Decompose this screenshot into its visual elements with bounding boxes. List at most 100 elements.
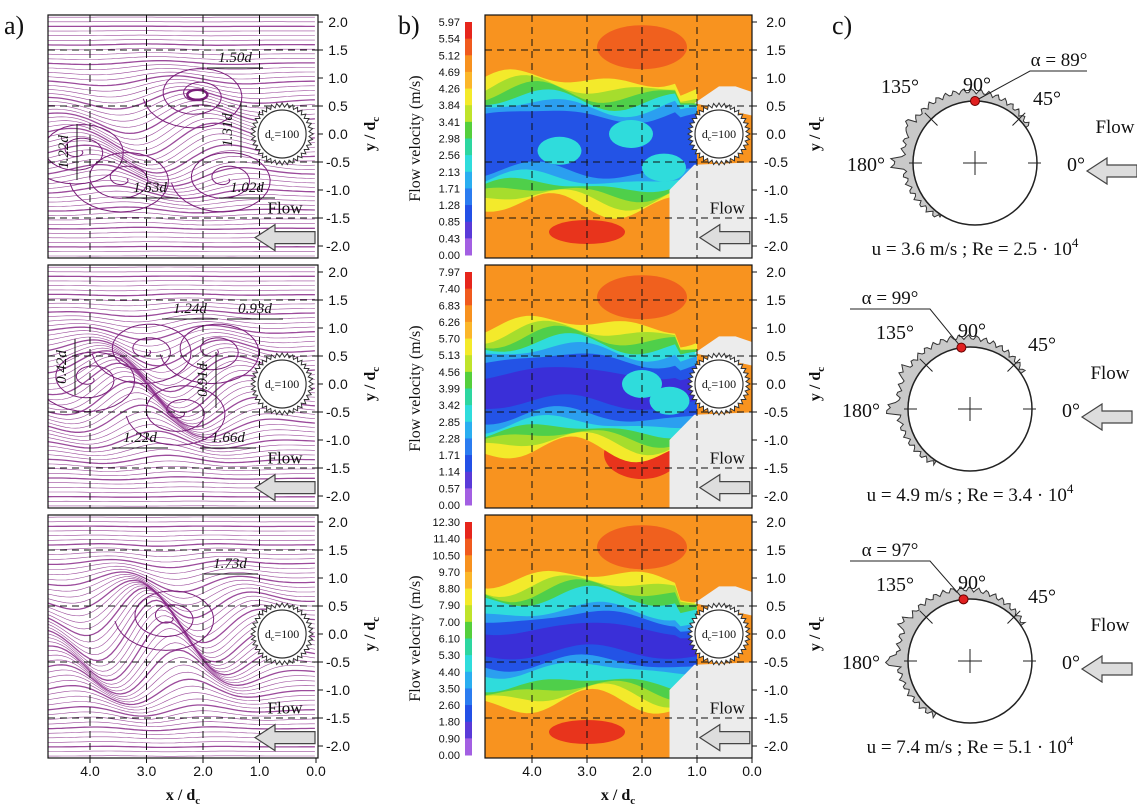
- y-tick-label: 0.5: [766, 98, 786, 114]
- colorbar-tick-label: 3.50: [439, 683, 460, 695]
- x-tick-label: 1.0: [687, 763, 707, 779]
- colorbar-tick-label: 3.42: [439, 400, 460, 412]
- colorbar-segment: [465, 205, 472, 222]
- angle-label: 0°: [1062, 400, 1080, 422]
- colorbar-tick-label: 11.40: [433, 534, 460, 546]
- x-axis-label-sub: c: [195, 795, 200, 806]
- y-tick-label: -1.0: [326, 182, 350, 198]
- colorbar-tick-label: 4.69: [439, 67, 460, 79]
- stagnation-point: [959, 595, 968, 604]
- colorbar-tick-label: 0.57: [439, 483, 460, 495]
- y-tick-label: -0.5: [764, 654, 788, 670]
- y-axis-label-sub: c: [370, 117, 382, 122]
- colorbar-tick-label: 9.70: [439, 567, 460, 579]
- colorbar-segment: [465, 555, 472, 572]
- colorbar-segment: [465, 155, 472, 172]
- colorbar-segment: [465, 472, 472, 489]
- caption-exponent: 4: [1067, 733, 1074, 748]
- colorbar-segment: [465, 589, 472, 606]
- colorbar-tick-label: 1.71: [439, 183, 460, 195]
- dimension-label: 1.53d: [133, 180, 167, 196]
- alpha-label: α = 89°: [1031, 50, 1088, 71]
- contour-plot: dc=100Flow2.01.51.00.50.0-0.5-1.0-1.5-2.…: [407, 264, 788, 513]
- colorbar-segment: [465, 688, 472, 705]
- contour-blob: [642, 154, 686, 182]
- x-axis-label-main: x / d: [166, 787, 195, 804]
- y-axis-label: y / dc: [807, 117, 827, 151]
- y-tick-label: 0.0: [766, 626, 786, 642]
- flow-label: Flow: [1095, 117, 1134, 138]
- colorbar-tick-label: 3.41: [439, 117, 460, 129]
- colorbar-tick-label: 0.00: [439, 500, 460, 512]
- y-tick-label: -1.5: [326, 710, 350, 726]
- colorbar-segment: [465, 488, 472, 505]
- y-tick-label: 1.0: [766, 320, 786, 336]
- panel-label: b): [398, 11, 420, 40]
- y-tick-label: -2.0: [764, 488, 788, 504]
- angle-label: 0°: [1067, 154, 1085, 176]
- y-axis-label-sub: c: [815, 367, 827, 372]
- y-tick-label: 0.0: [328, 376, 348, 392]
- colorbar-segment: [465, 105, 472, 122]
- colorbar-tick-label: 0.43: [439, 233, 460, 245]
- colorbar-tick-label: 2.56: [439, 150, 460, 162]
- colorbar-tick-label: 6.26: [439, 317, 460, 329]
- colorbar-tick-label: 2.13: [439, 167, 460, 179]
- dimension-label: 0.42d: [54, 350, 70, 384]
- x-tick-label: 1.0: [250, 763, 270, 779]
- y-tick-label: -1.5: [764, 710, 788, 726]
- flow-label: Flow: [710, 699, 746, 718]
- angle-label: 135°: [876, 322, 914, 344]
- x-axis-label-sub: c: [630, 795, 635, 806]
- ice-profile: 90°135°45°180°0°α = 97°Flowu = 7.4 m/s ;…: [842, 540, 1132, 758]
- x-tick-label: 0.0: [742, 763, 762, 779]
- colorbar-label: Flow velocity (m/s): [407, 575, 424, 701]
- colorbar-segment: [465, 89, 472, 106]
- colorbar-tick-label: 5.13: [439, 350, 460, 362]
- cylinder-label: dc=100: [702, 377, 736, 393]
- colorbar-tick-label: 8.80: [439, 584, 460, 596]
- angle-label: 180°: [847, 154, 885, 176]
- ice-profile: 90°135°45°180°0°α = 99°Flowu = 4.9 m/s ;…: [842, 288, 1132, 506]
- x-tick-label: 4.0: [522, 763, 542, 779]
- caption-main: u = 4.9 m/s ; Re = 3.4 · 10: [867, 485, 1067, 506]
- y-axis-label-sub: c: [815, 617, 827, 622]
- figure: a)b)c)dc=100Flow1.50d1.22d1.31d1.53d1.02…: [0, 0, 1137, 806]
- y-tick-label: -1.0: [764, 182, 788, 198]
- contour-blob: [538, 137, 582, 165]
- colorbar-tick-label: 7.40: [439, 284, 460, 296]
- colorbar-segment: [465, 572, 472, 589]
- colorbar-tick-label: 5.70: [439, 334, 460, 346]
- colorbar-tick-label: 12.30: [432, 517, 460, 529]
- y-tick-label: -2.0: [326, 238, 350, 254]
- y-axis-label-sub: c: [815, 117, 827, 122]
- colorbar-segment: [465, 272, 472, 289]
- dimension-label: 0.91d: [195, 363, 211, 397]
- colorbar-tick-label: 2.85: [439, 417, 460, 429]
- cylinder-value: =100: [274, 127, 299, 141]
- y-axis-label-main: y / d: [807, 622, 824, 651]
- y-tick-label: 1.5: [766, 42, 786, 58]
- y-tick-label: 1.0: [328, 320, 348, 336]
- colorbar-segment: [465, 222, 472, 239]
- angle-label: 45°: [1028, 586, 1056, 608]
- angle-label: 180°: [842, 652, 880, 674]
- y-axis-label-main: y / d: [807, 372, 824, 401]
- y-tick-label: -2.0: [326, 488, 350, 504]
- dimension-label: 1.50d: [218, 50, 252, 66]
- y-tick-label: -0.5: [326, 154, 350, 170]
- y-axis-label: y / dc: [807, 617, 827, 651]
- contour-plot: dc=100Flow2.01.51.00.50.0-0.5-1.0-1.5-2.…: [407, 514, 788, 779]
- colorbar-tick-label: 0.00: [439, 250, 460, 262]
- y-tick-label: -0.5: [326, 404, 350, 420]
- y-tick-label: -1.5: [326, 210, 350, 226]
- colorbar-tick-label: 1.28: [439, 200, 460, 212]
- angle-label: 0°: [1062, 652, 1080, 674]
- y-tick-label: 0.5: [766, 598, 786, 614]
- panel-label: a): [4, 11, 24, 40]
- caption: u = 4.9 m/s ; Re = 3.4 · 104: [867, 481, 1074, 506]
- colorbar-segment: [465, 622, 472, 639]
- streamline: [39, 31, 315, 32]
- streamline: [39, 526, 315, 527]
